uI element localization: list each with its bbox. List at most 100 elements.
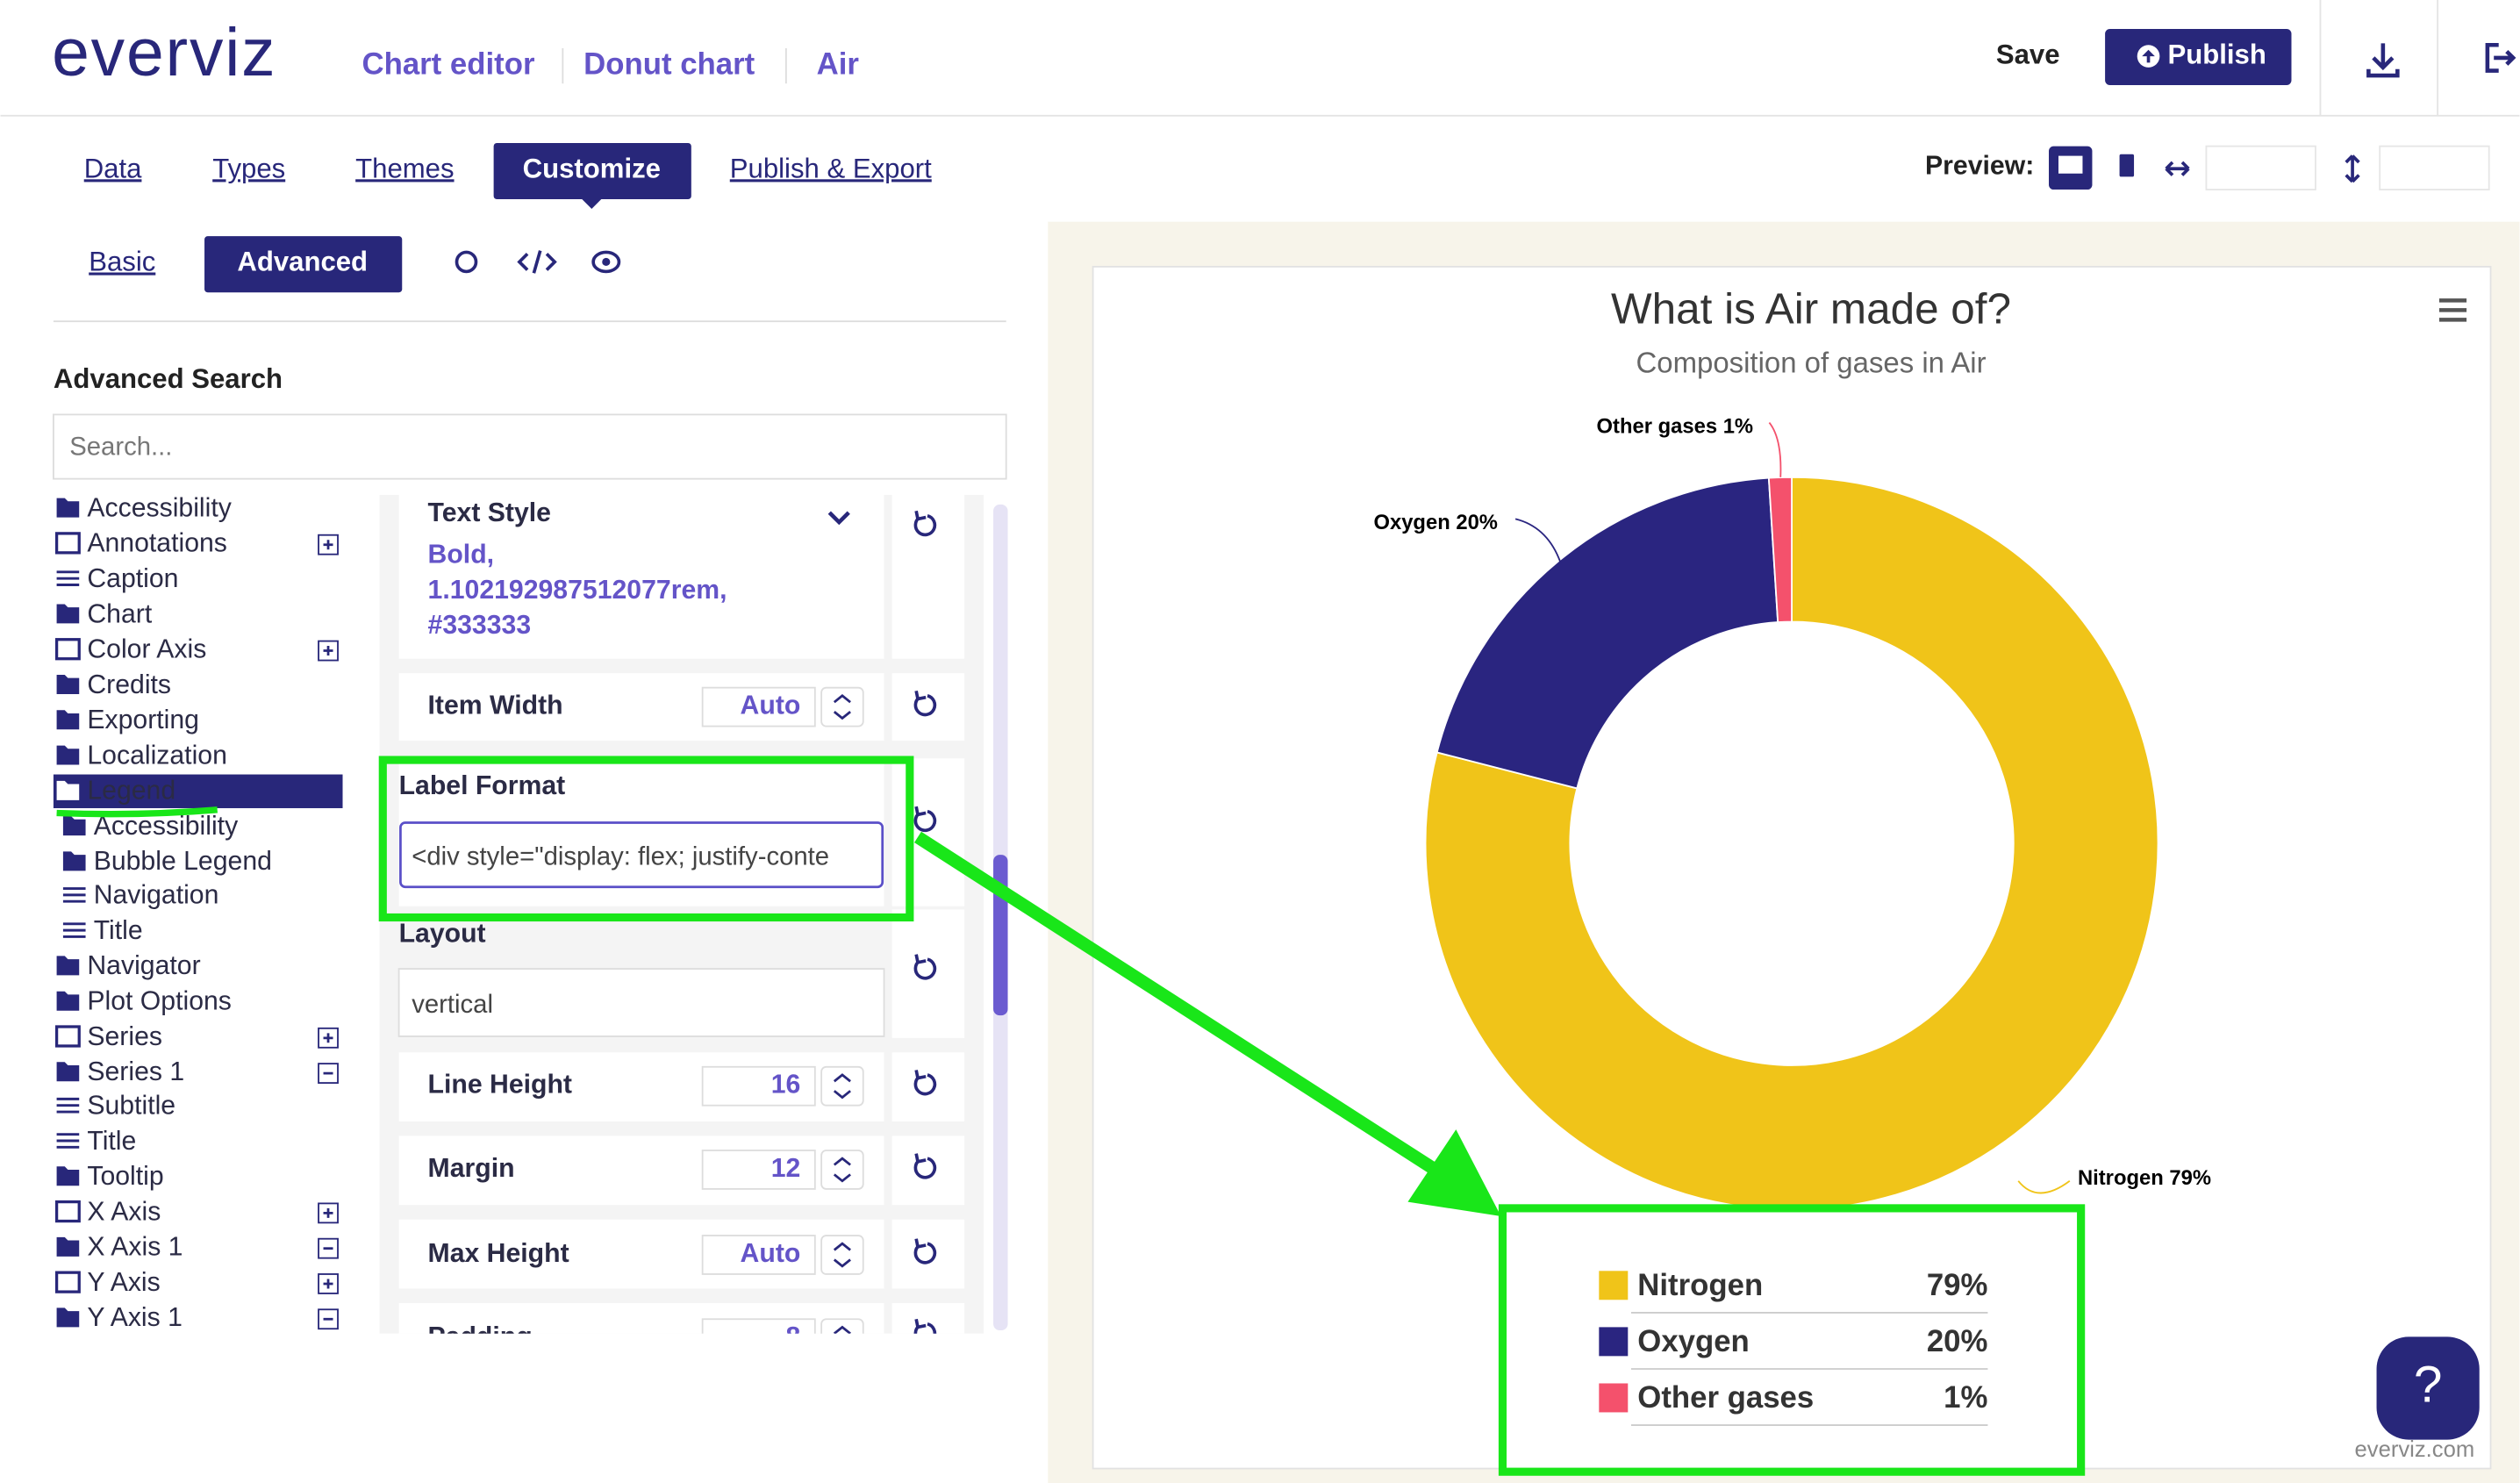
spinner[interactable] [820, 686, 864, 727]
tree-item[interactable]: Localization [87, 741, 227, 770]
expand-icon[interactable] [827, 511, 850, 526]
reset-icon[interactable] [913, 809, 937, 833]
tab[interactable]: Types [212, 153, 285, 183]
spinner-arrows [833, 1157, 851, 1183]
reset-icon[interactable] [913, 513, 937, 537]
target-icon[interactable] [455, 250, 478, 274]
tree-item[interactable]: Title [87, 1127, 136, 1156]
tree-icon [56, 710, 80, 730]
legend-name[interactable]: Nitrogen [1637, 1269, 1763, 1302]
tree-icon [62, 816, 86, 836]
active-tab[interactable] [493, 142, 691, 200]
tree-item[interactable]: Series 1 [87, 1057, 184, 1086]
indent-bar [357, 506, 370, 1293]
reset-icon[interactable] [913, 694, 937, 717]
donut-segment [1767, 476, 1793, 624]
tree-item[interactable]: Tooltip [87, 1162, 163, 1191]
tree-item[interactable]: Annotations [87, 529, 227, 558]
legend-name[interactable]: Oxygen [1637, 1325, 1750, 1358]
eye-icon[interactable] [591, 250, 621, 274]
tree-item[interactable]: Accessibility [87, 493, 232, 522]
reset-icon[interactable] [913, 1242, 937, 1264]
tree-item[interactable]: X Axis 1 [87, 1233, 183, 1262]
reset-icon[interactable] [913, 957, 937, 980]
active-subtab[interactable] [204, 236, 403, 293]
field-label: Item Width [428, 691, 563, 720]
search-input[interactable] [53, 413, 1007, 480]
width-input[interactable] [2205, 145, 2316, 190]
help-button[interactable] [2376, 1336, 2480, 1440]
number-input[interactable] [701, 1235, 816, 1275]
tree-icon [56, 570, 80, 586]
tree-icon [62, 922, 86, 938]
tab[interactable]: Publish & Export [730, 153, 932, 183]
reset-card [891, 1136, 965, 1206]
number-input[interactable] [701, 1065, 816, 1107]
tree-item[interactable]: Caption [87, 564, 178, 593]
tree-item[interactable]: Y Axis 1 [87, 1303, 183, 1332]
tree-item[interactable]: Navigation [94, 881, 219, 910]
tree-item[interactable]: Subtitle [87, 1092, 175, 1121]
tree-item[interactable]: Legend [87, 777, 175, 806]
tree-item[interactable]: Color Axis [87, 635, 206, 664]
tree-item[interactable]: Credits [87, 670, 171, 699]
tree-item[interactable]: Plot Options [87, 987, 232, 1016]
tree-icon [54, 1271, 81, 1293]
tree-item[interactable]: Exporting [87, 706, 199, 734]
text-input[interactable] [399, 821, 884, 889]
scroll-thumb[interactable] [993, 855, 1008, 1016]
text-input[interactable] [397, 968, 885, 1037]
code-icon[interactable] [517, 250, 557, 274]
download-icon[interactable] [2366, 43, 2400, 78]
tree-item[interactable]: Title [94, 916, 143, 945]
spinner[interactable] [820, 1235, 864, 1275]
publish-button[interactable] [2105, 28, 2292, 86]
tree-item[interactable]: Bubble Legend [94, 847, 272, 876]
tree-item[interactable]: Y Axis [87, 1268, 160, 1297]
highlight-underline [56, 806, 218, 818]
spinner[interactable] [820, 1065, 864, 1107]
tab[interactable]: Themes [355, 153, 454, 183]
active-tab-pointer [582, 199, 602, 210]
number-input[interactable] [701, 686, 816, 727]
arrow-shaft [914, 831, 1439, 1176]
tree-icon [56, 991, 80, 1011]
field-value: 8 [786, 1322, 801, 1351]
tree-item[interactable]: X Axis [87, 1197, 161, 1226]
logout-icon[interactable] [2485, 42, 2516, 73]
reset-icon-head [914, 1070, 927, 1080]
number-input[interactable] [701, 1150, 816, 1190]
spinner[interactable] [820, 1318, 864, 1358]
reset-icon[interactable] [913, 1157, 937, 1179]
tree-item[interactable]: Chart [87, 599, 152, 628]
height-input[interactable] [2379, 145, 2490, 190]
breadcrumb[interactable]: Air [817, 47, 859, 81]
tree-item[interactable]: Series [87, 1022, 162, 1051]
breadcrumb[interactable]: Chart editor [362, 47, 534, 81]
subtab[interactable]: Basic [89, 247, 155, 277]
number-input[interactable] [701, 1318, 816, 1358]
tab[interactable]: Data [84, 153, 142, 183]
tree-toggle-sign [323, 1033, 333, 1043]
spinners [820, 510, 937, 1358]
eye-pupil [602, 257, 611, 267]
reset-icon-head [914, 690, 927, 701]
reset-card [891, 758, 965, 906]
spinner[interactable] [820, 1150, 864, 1190]
tree-icon [56, 1166, 80, 1186]
reset-icon[interactable] [913, 1322, 937, 1343]
tree-item[interactable]: Navigator [87, 951, 200, 980]
legend-name[interactable]: Other gases [1637, 1381, 1814, 1415]
save-button[interactable]: Save [1996, 39, 2060, 69]
reset-icon[interactable] [913, 1073, 937, 1096]
mobile-preview[interactable] [2119, 154, 2135, 177]
reset-icon-head [914, 954, 927, 964]
logo[interactable]: everviz [52, 15, 276, 90]
chart-menu[interactable] [2438, 298, 2467, 322]
chart-subtitle: Composition of gases in Air [1636, 346, 1986, 378]
field-value: vertical [412, 990, 493, 1019]
breadcrumb[interactable]: Donut chart [583, 47, 755, 81]
search-placeholder: Search... [69, 433, 172, 462]
